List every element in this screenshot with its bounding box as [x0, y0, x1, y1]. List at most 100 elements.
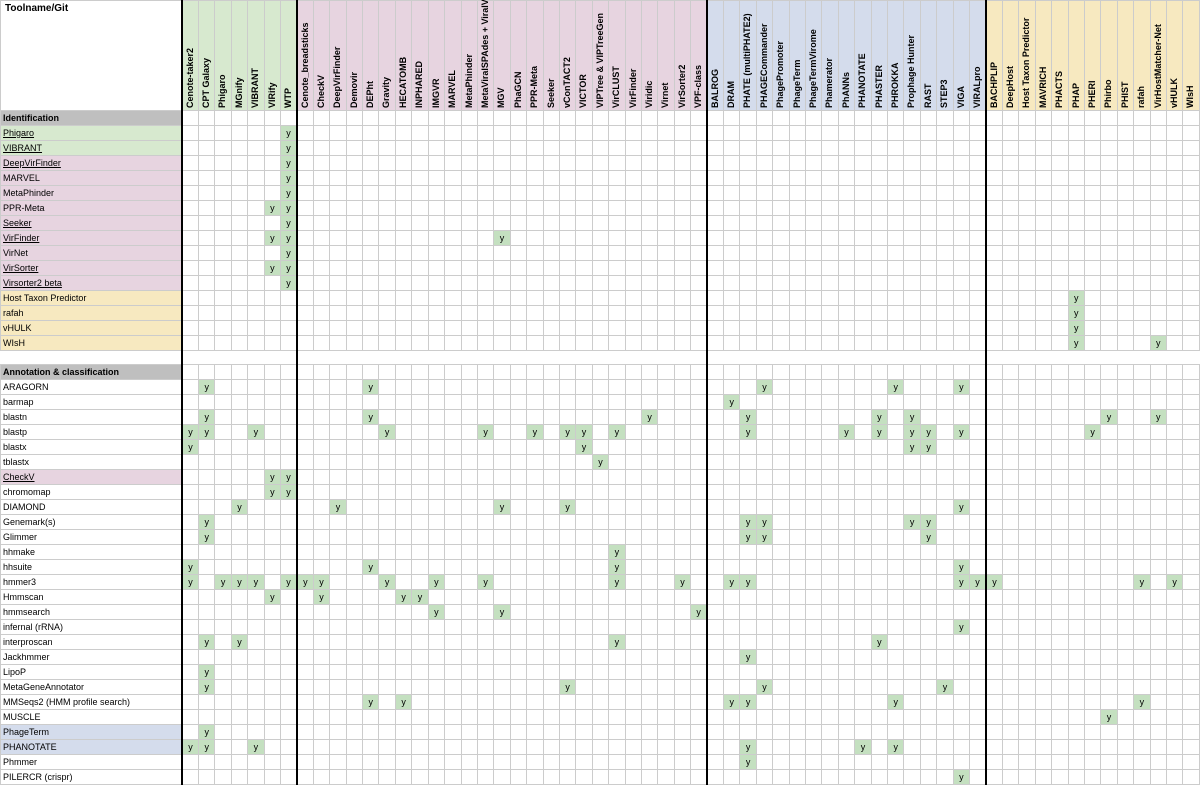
- matrix-cell: [806, 306, 822, 321]
- matrix-cell: [592, 246, 608, 261]
- matrix-cell: [691, 306, 707, 321]
- matrix-cell: [641, 635, 657, 650]
- matrix-cell: [1101, 665, 1117, 680]
- matrix-cell: [510, 530, 526, 545]
- matrix-cell: [920, 306, 936, 321]
- matrix-cell: [182, 246, 198, 261]
- matrix-cell: [313, 500, 329, 515]
- matrix-cell: [707, 306, 723, 321]
- spacer-cell: [986, 351, 1002, 365]
- matrix-cell: [658, 321, 674, 336]
- matrix-cell: [773, 246, 789, 261]
- matrix-cell: [1068, 231, 1084, 246]
- matrix-cell: [494, 321, 510, 336]
- matrix-cell: [625, 650, 641, 665]
- matrix-cell: [970, 276, 986, 291]
- matrix-cell: [494, 680, 510, 695]
- matrix-cell: [1019, 231, 1035, 246]
- matrix-cell: [920, 291, 936, 306]
- matrix-cell: [789, 740, 805, 755]
- matrix-cell: [510, 141, 526, 156]
- matrix-cell: [231, 156, 247, 171]
- matrix-cell: [658, 186, 674, 201]
- matrix-cell: [822, 770, 838, 785]
- spacer-cell: [724, 351, 740, 365]
- matrix-cell: [756, 365, 772, 380]
- spacer-cell: [1019, 351, 1035, 365]
- row-label: Seeker: [1, 216, 183, 231]
- matrix-cell: [871, 575, 887, 590]
- matrix-cell: [199, 590, 215, 605]
- matrix-cell: [215, 336, 231, 351]
- matrix-cell: [1035, 156, 1051, 171]
- matrix-cell: y: [199, 635, 215, 650]
- matrix-cell: [806, 560, 822, 575]
- matrix-cell: [724, 470, 740, 485]
- matrix-cell: [953, 740, 969, 755]
- matrix-cell: [986, 321, 1002, 336]
- matrix-cell: [756, 156, 772, 171]
- matrix-cell: [510, 515, 526, 530]
- matrix-cell: [445, 635, 461, 650]
- matrix-cell: y: [740, 755, 756, 770]
- matrix-cell: [855, 126, 871, 141]
- matrix-cell: [428, 365, 444, 380]
- matrix-cell: [395, 365, 411, 380]
- matrix-cell: [297, 770, 313, 785]
- matrix-cell: [297, 635, 313, 650]
- matrix-cell: [1052, 530, 1068, 545]
- matrix-cell: [1002, 410, 1018, 425]
- matrix-cell: [313, 231, 329, 246]
- matrix-cell: [625, 246, 641, 261]
- matrix-cell: [674, 380, 690, 395]
- matrix-cell: [182, 126, 198, 141]
- matrix-cell: [379, 216, 395, 231]
- matrix-cell: [904, 545, 920, 560]
- matrix-cell: [1117, 156, 1133, 171]
- matrix-cell: [445, 395, 461, 410]
- col-header: PHANOTATE: [855, 1, 871, 111]
- matrix-cell: [297, 605, 313, 620]
- matrix-cell: [1166, 620, 1182, 635]
- col-header: WTP: [281, 1, 297, 111]
- matrix-cell: [871, 605, 887, 620]
- col-header-label: BACHPLIP: [989, 62, 999, 108]
- matrix-cell: [740, 605, 756, 620]
- matrix-cell: y: [199, 530, 215, 545]
- matrix-cell: [592, 306, 608, 321]
- matrix-cell: [724, 201, 740, 216]
- matrix-cell: [395, 321, 411, 336]
- matrix-cell: [773, 740, 789, 755]
- matrix-cell: [920, 186, 936, 201]
- matrix-cell: [1019, 470, 1035, 485]
- matrix-cell: [641, 770, 657, 785]
- matrix-cell: [1035, 755, 1051, 770]
- matrix-cell: [773, 201, 789, 216]
- matrix-cell: [379, 336, 395, 351]
- matrix-cell: [543, 336, 559, 351]
- matrix-cell: y: [674, 575, 690, 590]
- matrix-cell: [215, 306, 231, 321]
- matrix-cell: [231, 725, 247, 740]
- matrix-cell: [986, 216, 1002, 231]
- matrix-cell: y: [920, 425, 936, 440]
- matrix-cell: [986, 425, 1002, 440]
- matrix-cell: [1052, 605, 1068, 620]
- matrix-cell: [248, 695, 264, 710]
- matrix-cell: [970, 545, 986, 560]
- matrix-cell: [920, 171, 936, 186]
- row-label: hmmer3: [1, 575, 183, 590]
- matrix-cell: [313, 306, 329, 321]
- matrix-cell: [477, 500, 493, 515]
- matrix-cell: [674, 695, 690, 710]
- matrix-cell: [838, 470, 854, 485]
- matrix-cell: [543, 545, 559, 560]
- matrix-cell: [1134, 740, 1150, 755]
- matrix-cell: [658, 231, 674, 246]
- matrix-cell: [871, 291, 887, 306]
- matrix-cell: [445, 500, 461, 515]
- matrix-cell: [363, 665, 379, 680]
- matrix-cell: [428, 111, 444, 126]
- matrix-cell: [428, 695, 444, 710]
- matrix-cell: [937, 695, 953, 710]
